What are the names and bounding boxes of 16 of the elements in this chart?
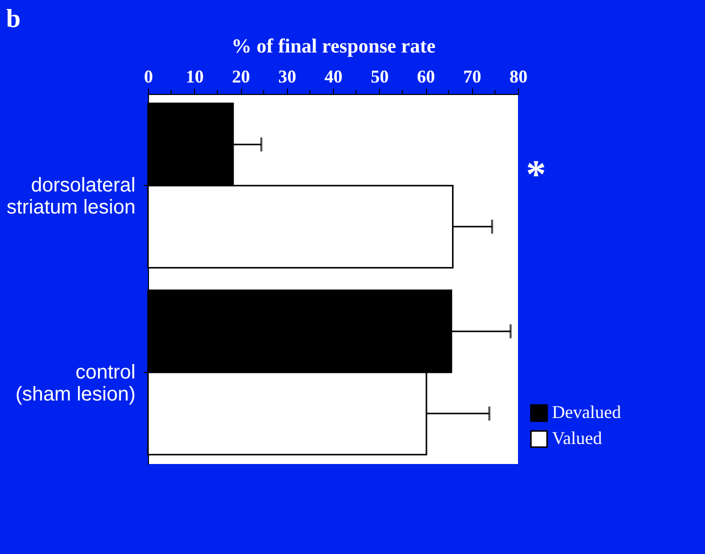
x-tick-label: 0 [144, 66, 153, 86]
text: * [526, 151, 546, 196]
x-axis-title: % of final response rate [231, 36, 436, 58]
y-tick-label: control (sham lesion) [15, 361, 136, 406]
y-tick-label: dorsolateral striatum lesion [6, 174, 136, 219]
x-tick-label: 30 [278, 66, 296, 86]
x-tick-label: 40 [324, 66, 342, 86]
legend-label: Valued [552, 428, 602, 448]
x-tick-label: 10 [186, 66, 204, 86]
x-tick-label: 50 [370, 66, 389, 86]
x-tick-label: 60 [417, 66, 435, 86]
x-tick-label: 80 [510, 66, 528, 86]
x-tick-label: 70 [463, 66, 482, 86]
legend-label: Devalued [552, 402, 621, 422]
chart-title: b [6, 4, 21, 33]
x-tick-label: 20 [232, 66, 250, 86]
